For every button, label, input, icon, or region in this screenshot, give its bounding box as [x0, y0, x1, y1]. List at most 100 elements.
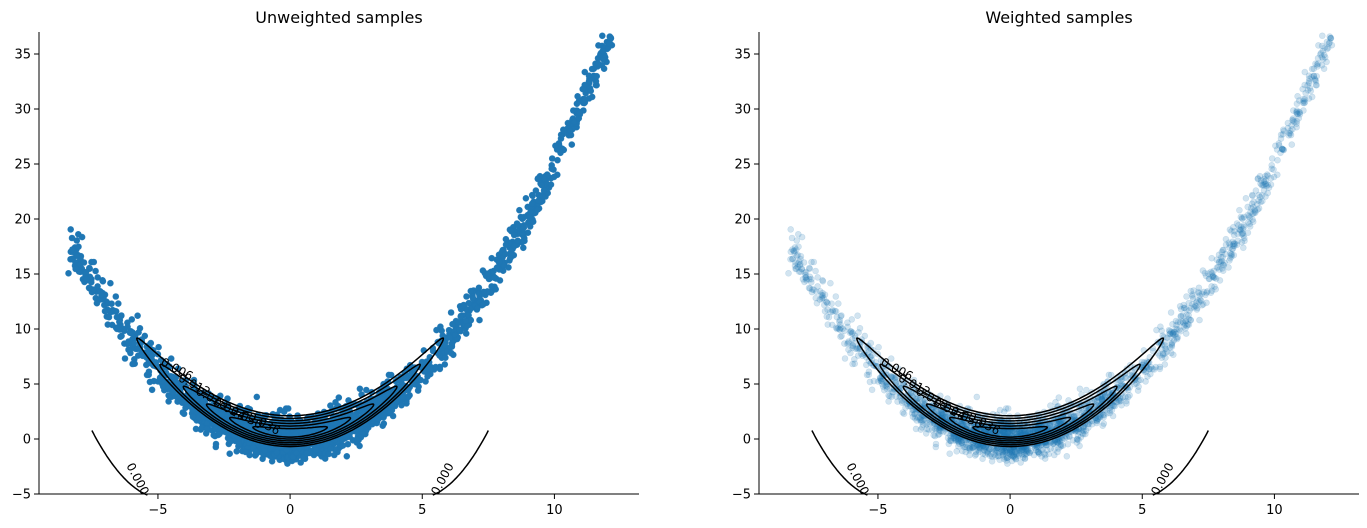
scatter-point — [460, 301, 468, 309]
scatter-point — [83, 275, 90, 283]
scatter-point — [1242, 195, 1250, 202]
scatter-point — [1246, 223, 1254, 230]
scatter-point — [1320, 65, 1328, 72]
scatter-point — [192, 425, 200, 433]
scatter-point — [803, 275, 810, 283]
scatter-point — [484, 270, 492, 277]
scatter-point — [303, 450, 310, 457]
scatter-point — [165, 398, 172, 405]
scatter-point — [284, 405, 292, 412]
scatter-point — [1183, 293, 1190, 300]
scatter-point — [594, 60, 602, 67]
scatter-point — [1152, 363, 1159, 371]
scatter-point — [1105, 371, 1113, 379]
scatter-point — [1171, 331, 1178, 339]
scatter-point — [216, 430, 223, 438]
scatter-point — [1260, 187, 1268, 194]
scatter-point — [593, 72, 601, 80]
scatter-point — [813, 299, 821, 307]
scatter-point — [520, 213, 528, 221]
scatter-point — [380, 420, 388, 427]
scatter-point — [1199, 301, 1207, 308]
scatter-point — [953, 447, 961, 455]
panel-title: Unweighted samples — [255, 8, 422, 27]
scatter-point — [838, 332, 845, 340]
scatter-point — [1222, 235, 1230, 243]
scatter-point — [1291, 118, 1298, 126]
scatter-point — [1293, 100, 1301, 107]
scatter-point — [488, 254, 496, 262]
scatter-point — [932, 440, 940, 448]
x-tick-label: 0 — [286, 503, 294, 518]
scatter-point — [825, 313, 833, 321]
scatter-point — [118, 332, 125, 340]
scatter-point — [65, 269, 72, 277]
scatter-point — [502, 235, 510, 243]
scatter-point — [467, 287, 475, 295]
scatter-point — [447, 349, 455, 357]
scatter-point — [433, 326, 440, 334]
scatter-point — [1051, 451, 1058, 459]
scatter-point — [848, 316, 856, 323]
scatter-point — [447, 309, 455, 316]
scatter-point — [854, 312, 861, 320]
scatter-point — [1234, 237, 1242, 244]
scatter-point — [1169, 320, 1176, 328]
scatter-point — [885, 398, 892, 405]
scatter-point — [535, 197, 542, 204]
scatter-point — [844, 339, 852, 347]
scatter-point — [1042, 441, 1050, 449]
scatter-point — [479, 267, 487, 274]
scatter-point — [322, 441, 330, 449]
scatter-point — [534, 206, 541, 213]
scatter-point — [955, 440, 963, 448]
scatter-point — [1195, 284, 1203, 292]
scatter-point — [1118, 401, 1125, 409]
scatter-point — [850, 340, 858, 347]
scatter-point — [1222, 241, 1230, 248]
scatter-point — [567, 127, 574, 135]
scatter-point — [1277, 149, 1284, 157]
scatter-point — [599, 47, 607, 55]
x-tick-label: 10 — [546, 503, 563, 518]
scatter-point — [900, 410, 908, 418]
scatter-point — [827, 279, 834, 287]
scatter-point — [130, 340, 138, 347]
scatter-point — [343, 452, 351, 460]
scatter-point — [293, 449, 300, 457]
scatter-point — [862, 361, 870, 369]
scatter-point — [210, 431, 217, 439]
scatter-point — [514, 237, 522, 244]
scatter-point — [276, 406, 284, 414]
y-tick-label: 30 — [14, 103, 31, 118]
scatter-point — [550, 173, 558, 181]
scatter-point — [1313, 72, 1320, 80]
scatter-point — [1167, 349, 1175, 357]
scatter-point — [473, 304, 481, 312]
scatter-point — [69, 246, 76, 253]
scatter-point — [111, 307, 119, 315]
scatter-point — [1247, 208, 1254, 216]
scatter-point — [475, 284, 483, 292]
scatter-point — [794, 231, 802, 238]
scatter-point — [1268, 165, 1275, 173]
scatter-point — [1194, 304, 1201, 312]
scatter-point — [519, 244, 527, 252]
scatter-point — [253, 393, 261, 401]
scatter-point — [789, 246, 796, 253]
scatter-point — [148, 386, 156, 394]
scatter-point — [105, 313, 113, 321]
scatter-point — [554, 156, 561, 164]
panel-unweighted-samples: Unweighted samples 0.0060.0120.0180.0240… — [12, 8, 639, 518]
scatter-point — [1261, 175, 1268, 183]
scatter-point — [875, 343, 882, 351]
scatter-point — [527, 208, 534, 216]
scatter-point — [124, 339, 132, 347]
scatter-point — [528, 200, 536, 208]
scatter-point — [568, 141, 576, 148]
scatter-point — [1274, 156, 1281, 164]
scatter-point — [126, 329, 134, 337]
scatter-point — [510, 231, 518, 239]
scatter-point — [128, 316, 136, 323]
